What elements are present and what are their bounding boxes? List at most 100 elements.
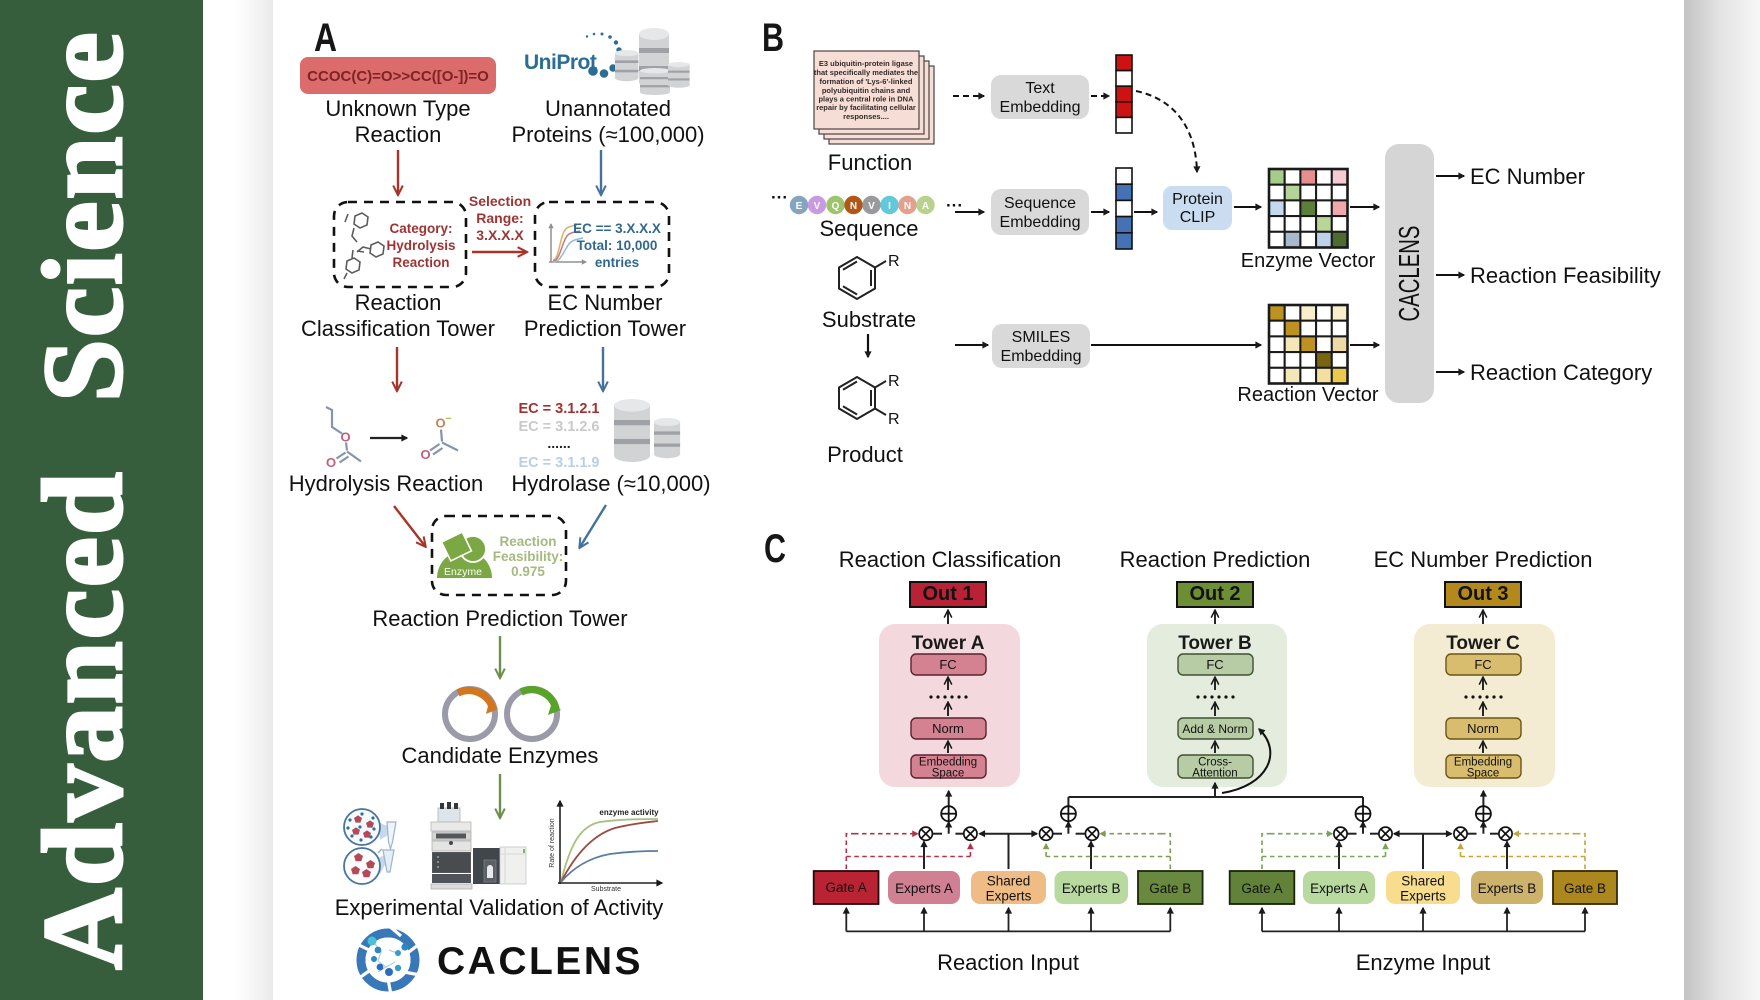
svg-text:EC Number: EC Number — [1470, 164, 1585, 189]
svg-text:EC = 3.1.2.6: EC = 3.1.2.6 — [518, 419, 599, 435]
svg-text:Rate of reaction: Rate of reaction — [549, 818, 556, 868]
svg-text:I: I — [888, 201, 891, 212]
svg-text:R: R — [888, 253, 900, 270]
svg-text:Proteins (≈100,000): Proteins (≈100,000) — [511, 122, 704, 147]
svg-text:Reaction: Reaction — [499, 534, 556, 549]
svg-text:Embedding: Embedding — [1001, 348, 1082, 365]
svg-text:Reaction: Reaction — [355, 122, 442, 147]
svg-text:Reaction Prediction Tower: Reaction Prediction Tower — [372, 606, 627, 631]
svg-text:B: B — [762, 16, 784, 60]
svg-text:O: O — [340, 430, 350, 445]
svg-text:Embedding: Embedding — [1000, 99, 1081, 116]
svg-text:Out 2: Out 2 — [1189, 583, 1240, 605]
svg-text:−: − — [445, 413, 451, 425]
svg-text:Embedding: Embedding — [1454, 757, 1512, 769]
svg-text:3.X.X.X: 3.X.X.X — [476, 227, 524, 243]
svg-text:Tower A: Tower A — [912, 633, 985, 654]
svg-text:Reaction Category: Reaction Category — [1470, 360, 1652, 385]
svg-text:Substrate: Substrate — [822, 307, 916, 332]
svg-text:Gate B: Gate B — [1564, 881, 1606, 896]
svg-text:Product: Product — [827, 442, 903, 467]
svg-text:CCOC(C)=O>>CC([O-])=O: CCOC(C)=O>>CC([O-])=O — [307, 68, 489, 85]
svg-text:Function: Function — [828, 150, 912, 175]
svg-text:E: E — [796, 201, 803, 212]
svg-text:Advanced Science: Advanced Science — [21, 30, 146, 969]
svg-text:N: N — [904, 201, 911, 212]
svg-text:enzyme activity: enzyme activity — [599, 808, 659, 817]
svg-text:Experts: Experts — [1400, 889, 1446, 904]
svg-text:V: V — [868, 201, 875, 212]
svg-text:Hydrolysis: Hydrolysis — [386, 238, 455, 253]
svg-text:Embedding: Embedding — [1000, 214, 1081, 231]
svg-text:EC Number Prediction: EC Number Prediction — [1374, 547, 1593, 572]
svg-text:Q: Q — [832, 201, 840, 212]
svg-text:FC: FC — [1474, 657, 1491, 672]
svg-text:Experts A: Experts A — [1310, 881, 1368, 896]
svg-text:Enzyme Vector: Enzyme Vector — [1241, 250, 1376, 272]
svg-text:Attention: Attention — [1192, 768, 1237, 780]
svg-text:FC: FC — [939, 657, 956, 672]
svg-text:Norm: Norm — [932, 721, 964, 736]
svg-text:Sequence: Sequence — [1004, 195, 1076, 212]
svg-text:Unknown Type: Unknown Type — [325, 96, 470, 121]
svg-text:UniProt: UniProt — [524, 51, 597, 74]
svg-text:Experts A: Experts A — [895, 881, 953, 896]
svg-text:EC Number: EC Number — [548, 290, 663, 315]
svg-text:Norm: Norm — [1467, 721, 1499, 736]
svg-text:entries: entries — [595, 255, 639, 270]
svg-text:O: O — [326, 455, 336, 470]
svg-text:Space: Space — [1467, 768, 1500, 780]
svg-text:Hydrolysis Reaction: Hydrolysis Reaction — [289, 471, 483, 496]
svg-text:Reaction Vector: Reaction Vector — [1237, 384, 1379, 406]
svg-text:EC == 3.X.X.X: EC == 3.X.X.X — [573, 221, 661, 236]
svg-text:Reaction Classification: Reaction Classification — [839, 547, 1062, 572]
svg-text:plays a central role in DNA: plays a central role in DNA — [818, 95, 914, 104]
svg-text:Candidate Enzymes: Candidate Enzymes — [402, 743, 599, 768]
svg-text:Experts B: Experts B — [1478, 881, 1537, 896]
svg-text:Classification Tower: Classification Tower — [301, 316, 495, 341]
svg-text:···: ··· — [946, 196, 963, 215]
svg-text:SMILES: SMILES — [1012, 329, 1071, 346]
svg-text:......: ...... — [547, 435, 570, 451]
svg-text:Reaction: Reaction — [392, 255, 449, 270]
svg-text:Unannotated: Unannotated — [545, 96, 671, 121]
svg-text:Prediction Tower: Prediction Tower — [524, 316, 686, 341]
svg-text:Text: Text — [1025, 80, 1055, 97]
svg-text:Hydrolase (≈10,000): Hydrolase (≈10,000) — [511, 471, 710, 496]
svg-text:0.975: 0.975 — [511, 564, 545, 579]
svg-text:Tower C: Tower C — [1446, 633, 1520, 654]
svg-text:Embedding: Embedding — [919, 757, 977, 769]
svg-text:V: V — [814, 201, 821, 212]
svg-text:Gate B: Gate B — [1149, 881, 1191, 896]
svg-text:EC = 3.1.2.1: EC = 3.1.2.1 — [518, 401, 599, 417]
svg-text:FC: FC — [1206, 657, 1223, 672]
svg-text:Out 3: Out 3 — [1457, 583, 1508, 605]
svg-text:···: ··· — [771, 188, 788, 207]
svg-text:O: O — [435, 416, 445, 431]
svg-text:Cross-: Cross- — [1198, 757, 1232, 769]
svg-text:Range:: Range: — [476, 210, 523, 226]
svg-text:Add & Norm: Add & Norm — [1182, 722, 1247, 736]
svg-text:Shared: Shared — [987, 874, 1031, 889]
svg-text:EC = 3.1.1.9: EC = 3.1.1.9 — [518, 455, 599, 471]
svg-text:E3 ubiquitin-protein ligase: E3 ubiquitin-protein ligase — [819, 59, 913, 68]
svg-text:Space: Space — [932, 768, 965, 780]
svg-text:Experimental Validation of Act: Experimental Validation of Activity — [335, 895, 664, 920]
svg-text:that specifically mediates the: that specifically mediates the — [814, 68, 918, 77]
svg-text:Category:: Category: — [389, 221, 452, 236]
svg-text:polyubiquitin chains and: polyubiquitin chains and — [822, 86, 911, 95]
svg-text:Gate A: Gate A — [1241, 881, 1282, 896]
svg-text:C: C — [764, 527, 786, 571]
svg-text:CACLENS: CACLENS — [437, 940, 643, 983]
svg-text:R: R — [888, 411, 900, 428]
svg-text:Shared: Shared — [1401, 874, 1445, 889]
svg-text:Protein: Protein — [1172, 191, 1223, 208]
svg-text:Enzyme: Enzyme — [444, 566, 482, 578]
svg-text:Out 1: Out 1 — [922, 583, 973, 605]
svg-text:repair by facilitating cellula: repair by facilitating cellular — [816, 103, 916, 112]
svg-text:Sequence: Sequence — [819, 216, 918, 241]
svg-text:Tower B: Tower B — [1178, 633, 1252, 654]
svg-text:Reaction Input: Reaction Input — [937, 950, 1079, 975]
svg-text:Substrate: Substrate — [591, 886, 621, 893]
svg-text:Reaction Prediction: Reaction Prediction — [1120, 547, 1311, 572]
